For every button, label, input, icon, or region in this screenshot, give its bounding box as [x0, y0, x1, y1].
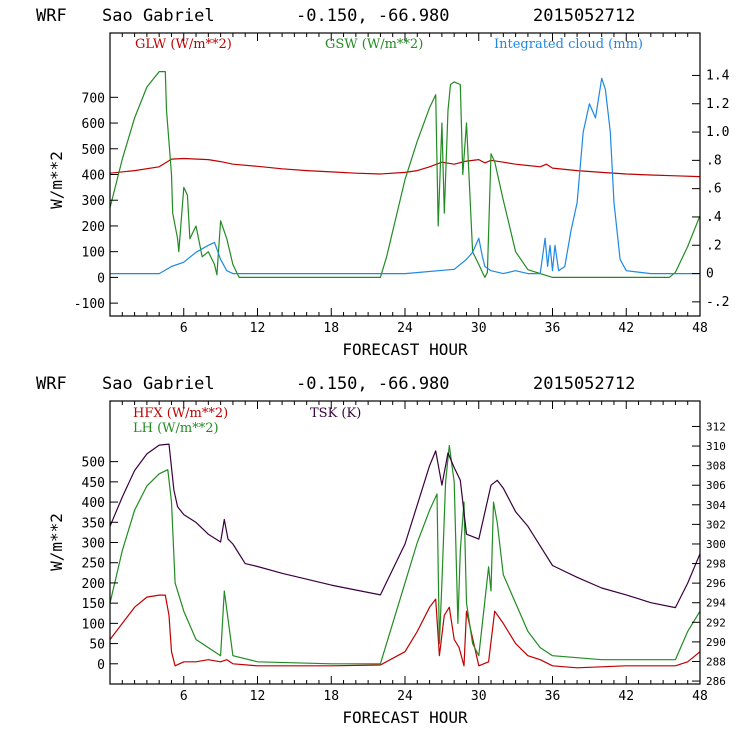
- bottom-y2-tick-label: 288: [706, 655, 726, 668]
- top-axes-group: 6 12 18 24 30 36 42 48 -100 0 100 200 300 400 500 600 70…: [74, 33, 730, 336]
- bottom-x-tick-label: 30: [471, 689, 487, 704]
- top-y-tick-label: 100: [82, 246, 105, 261]
- top-x-tick-label: 6: [180, 321, 188, 336]
- bottom-y-tick-label: 400: [82, 496, 105, 511]
- bottom-series-tsk-k: [109, 443, 701, 609]
- top-legend-glw: GLW (W/m**2): [135, 37, 232, 52]
- bottom-header-coords: -0.150, -66.980: [296, 374, 450, 394]
- top-header-location: Sao Gabriel: [102, 6, 215, 26]
- bottom-y2-tick-label: 300: [706, 538, 726, 551]
- bottom-header-run: 2015052712: [533, 374, 635, 394]
- top-header-model: WRF: [36, 6, 67, 26]
- top-y-tick-label: 0: [97, 271, 105, 286]
- top-x-tick-label: 48: [692, 321, 708, 336]
- bottom-y-tick-label: 250: [82, 557, 105, 572]
- bottom-header-location: Sao Gabriel: [102, 374, 215, 394]
- bottom-y-tick-label: 350: [82, 516, 105, 531]
- bottom-y-tick-label: 100: [82, 617, 105, 632]
- top-series-gsw-w-m-2: [109, 70, 701, 278]
- bottom-y2-tick-label: 304: [706, 499, 726, 512]
- bottom-y-tick-label: 50: [89, 638, 105, 653]
- bottom-y-tick-label: 500: [82, 456, 105, 471]
- top-y2-tick-label: 1.4: [706, 68, 730, 83]
- bottom-header-model: WRF: [36, 374, 67, 394]
- top-y2-tick-label: 0: [706, 267, 714, 282]
- top-y2-tick-label: .8: [706, 153, 722, 168]
- top-y2-tick-label: 1.2: [706, 97, 729, 112]
- top-y-tick-label: 200: [82, 220, 105, 235]
- top-y2-tick-label: 1.0: [706, 125, 729, 140]
- bottom-y2-tick-label: 296: [706, 577, 726, 590]
- bottom-y-tick-label: 150: [82, 597, 105, 612]
- top-y2-tick-label: .6: [706, 182, 722, 197]
- top-y-tick-label: 700: [82, 91, 105, 106]
- bottom-y-tick-label: 200: [82, 577, 105, 592]
- top-x-axis-label: FORECAST HOUR: [342, 340, 468, 359]
- top-y-tick-label: -100: [74, 297, 105, 312]
- bottom-x-tick-label: 36: [545, 689, 561, 704]
- bottom-x-axis-label: FORECAST HOUR: [342, 708, 468, 727]
- bottom-legend-hfx: HFX (W/m**2): [133, 406, 228, 421]
- bottom-panel: WRF Sao Gabriel -0.150, -66.980 20150527…: [36, 374, 726, 727]
- top-y2-tick-label: -.2: [706, 295, 729, 310]
- bottom-y-tick-label: 300: [82, 537, 105, 552]
- top-y-tick-label: 500: [82, 143, 105, 158]
- bottom-x-tick-label: 12: [250, 689, 266, 704]
- bottom-y2-tick-label: 312: [706, 420, 726, 433]
- top-header-run: 2015052712: [533, 6, 635, 26]
- top-y-tick-label: 600: [82, 117, 105, 132]
- bottom-series-group: [109, 443, 701, 669]
- top-x-tick-label: 24: [397, 321, 413, 336]
- top-panel: WRF Sao Gabriel -0.150, -66.980 20150527…: [36, 6, 730, 359]
- bottom-y-tick-label: 0: [97, 658, 105, 673]
- top-series-group: [109, 70, 701, 278]
- bottom-series-hfx-w-m-2: [109, 594, 701, 669]
- top-y2-tick-label: .2: [706, 238, 722, 253]
- bottom-axes-group: 6 12 18 24 30 36 42 48 0 50 100 150 200 250 300 350 400 4…: [82, 401, 726, 704]
- bottom-y-axis-label: W/m**2: [47, 513, 66, 571]
- top-x-tick-label: 42: [618, 321, 634, 336]
- top-legend-gsw: GSW (W/m**2): [325, 37, 423, 52]
- bottom-y2-tick-label: 286: [706, 675, 726, 688]
- top-series-glw-w-m-2: [109, 157, 701, 178]
- top-x-tick-label: 12: [250, 321, 266, 336]
- bottom-x-tick-label: 18: [323, 689, 339, 704]
- bottom-y-tick-label: 450: [82, 476, 105, 491]
- top-y2-tick-label: .4: [706, 210, 722, 225]
- bottom-legend-lh: LH (W/m**2): [133, 421, 219, 436]
- bottom-y2-tick-label: 308: [706, 460, 726, 473]
- bottom-x-tick-label: 6: [180, 689, 188, 704]
- top-header-coords: -0.150, -66.980: [296, 6, 450, 26]
- bottom-y2-tick-label: 302: [706, 518, 726, 531]
- top-legend-cloud: Integrated cloud (mm): [494, 37, 643, 52]
- bottom-legend-tsk: TSK (K): [310, 406, 361, 421]
- top-y-tick-label: 300: [82, 194, 105, 209]
- bottom-y2-tick-label: 306: [706, 479, 726, 492]
- bottom-y2-tick-label: 294: [706, 597, 726, 610]
- top-series-integrated-cloud-mm: [110, 77, 700, 275]
- top-x-tick-label: 30: [471, 321, 487, 336]
- bottom-y2-tick-label: 290: [706, 636, 726, 649]
- bottom-y2-tick-label: 292: [706, 616, 726, 629]
- top-x-tick-label: 36: [545, 321, 561, 336]
- bottom-y2-tick-label: 298: [706, 558, 726, 571]
- bottom-x-tick-label: 42: [618, 689, 634, 704]
- top-y-axis-label: W/m**2: [47, 151, 66, 209]
- bottom-x-tick-label: 24: [397, 689, 413, 704]
- bottom-y2-tick-label: 310: [706, 440, 726, 453]
- top-y-tick-label: 400: [82, 169, 105, 184]
- bottom-x-tick-label: 48: [692, 689, 708, 704]
- bottom-series-lh-w-m-2: [109, 444, 701, 665]
- top-x-tick-label: 18: [323, 321, 339, 336]
